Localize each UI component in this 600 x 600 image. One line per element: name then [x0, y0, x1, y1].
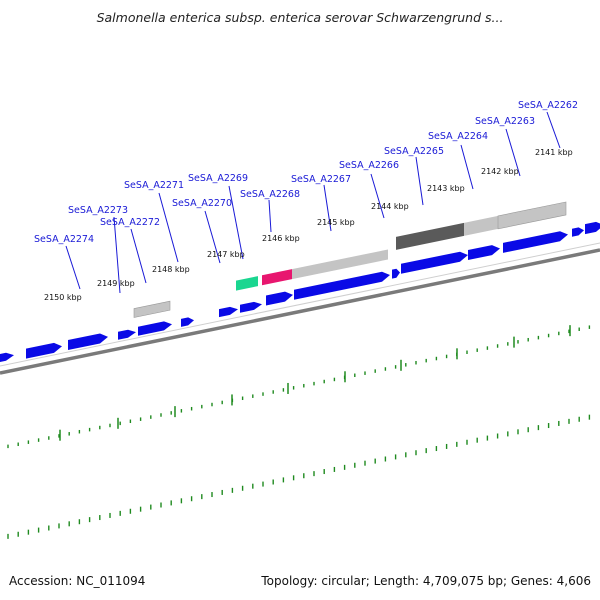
gene-label[interactable]: SeSA_A2267 [291, 174, 351, 185]
kbp-label: 2145 kbp [317, 218, 355, 227]
gene-label[interactable]: SeSA_A2269 [188, 173, 248, 184]
gene-label[interactable]: SeSA_A2266 [339, 160, 399, 171]
gc-block [497, 201, 567, 230]
leader-line [158, 192, 179, 263]
leader-line [228, 185, 244, 260]
kbp-label: 2144 kbp [371, 202, 409, 211]
cds-arrow [266, 291, 293, 306]
cds-arrow [0, 352, 14, 362]
leader-line [460, 144, 474, 190]
kbp-label: 2149 kbp [97, 279, 135, 288]
kbp-label: 2146 kbp [262, 234, 300, 243]
gc-blocks [133, 201, 567, 318]
cds-arrow [68, 333, 108, 351]
kbp-label: 2143 kbp [427, 184, 465, 193]
kbp-label: 2147 kbp [207, 250, 245, 259]
gc-block [133, 300, 171, 318]
cds-arrow [26, 342, 62, 359]
leader-line [505, 128, 521, 177]
cds-arrow [240, 301, 262, 313]
gene-label[interactable]: SeSA_A2263 [475, 116, 535, 127]
gene-label[interactable]: SeSA_A2262 [518, 100, 578, 111]
cds-features [0, 221, 600, 362]
gc-block [292, 249, 388, 280]
cds-arrow [585, 221, 600, 235]
gc-block-pink [262, 269, 292, 286]
gene-label[interactable]: SeSA_A2272 [100, 217, 160, 228]
cds-arrow [181, 317, 194, 327]
genome-summary: Topology: circular; Length: 4,709,075 bp… [261, 574, 591, 588]
cds-arrow [468, 245, 500, 261]
leader-line [546, 111, 561, 149]
gene-label[interactable]: SeSA_A2273 [68, 205, 128, 216]
backbone [0, 242, 600, 375]
leader-line [130, 228, 147, 284]
cds-arrow [118, 329, 136, 340]
leader-line [204, 210, 221, 264]
gene-label[interactable]: SeSA_A2268 [240, 189, 300, 200]
cds-arrow [294, 271, 390, 300]
gene-label[interactable]: SeSA_A2265 [384, 146, 444, 157]
tick-rows [7, 325, 591, 539]
gene-labels: SeSA_A2274 SeSA_A2273 SeSA_A2272 SeSA_A2… [34, 100, 578, 245]
gc-block-dark [396, 222, 464, 250]
kbp-label: 2150 kbp [44, 293, 82, 302]
map-title: Salmonella enterica subsp. enterica sero… [96, 10, 504, 25]
gene-label[interactable]: SeSA_A2264 [428, 131, 488, 142]
leader-line [415, 156, 424, 206]
leader-line [370, 173, 385, 219]
gc-block-teal [236, 276, 258, 291]
gc-block [464, 215, 498, 236]
kbp-label: 2148 kbp [152, 265, 190, 274]
kbp-label: 2141 kbp [535, 148, 573, 157]
gene-label[interactable]: SeSA_A2271 [124, 180, 184, 191]
kbp-label: 2142 kbp [481, 167, 519, 176]
leader-line [65, 245, 81, 290]
backbone-line [0, 248, 600, 375]
cds-arrow [392, 268, 400, 279]
cds-arrow [401, 251, 468, 274]
leader-line [113, 216, 121, 294]
cds-arrow [503, 231, 568, 253]
label-leaders [65, 111, 561, 294]
cds-arrow [572, 227, 584, 237]
cds-arrow [138, 321, 172, 336]
backbone-highlight [0, 242, 600, 367]
gene-label[interactable]: SeSA_A2274 [34, 234, 94, 245]
accession-label: Accession: NC_011094 [9, 574, 146, 588]
leader-line [323, 184, 332, 232]
leader-line [268, 199, 272, 233]
kbp-labels: 2150 kbp 2149 kbp 2148 kbp 2147 kbp 2146… [44, 148, 573, 302]
cds-arrow [219, 306, 238, 318]
gene-label[interactable]: SeSA_A2270 [172, 198, 232, 209]
